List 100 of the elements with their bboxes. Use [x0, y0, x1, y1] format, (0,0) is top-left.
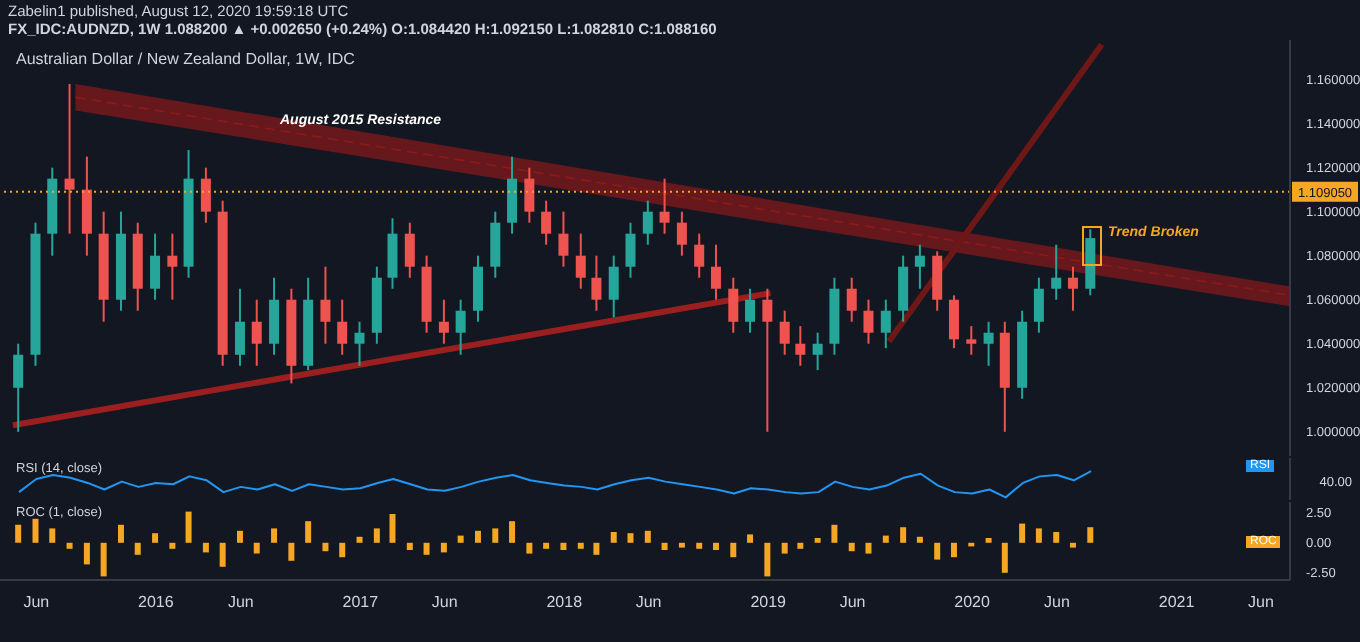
bar [271, 528, 278, 543]
x-tick-label: Jun [1248, 593, 1274, 612]
bar [747, 534, 754, 543]
bar [15, 524, 22, 543]
bar [253, 542, 260, 554]
bar [781, 542, 788, 554]
x-tick-label: Jun [227, 593, 254, 612]
bar [831, 524, 838, 543]
x-tick-label: 2019 [750, 593, 788, 612]
candlestick [13, 342, 24, 433]
candlestick [251, 298, 262, 367]
x-tick-label: 2017 [342, 593, 380, 612]
x-tick-label: Jun [839, 593, 866, 612]
candlestick [438, 298, 449, 345]
bar [373, 528, 380, 543]
candlestick [608, 254, 619, 319]
bar [696, 542, 703, 549]
candlestick [983, 320, 994, 367]
candlestick [863, 298, 874, 345]
bar [152, 533, 159, 543]
candlestick [200, 166, 211, 224]
candlestick [898, 254, 909, 323]
candlestick [490, 210, 501, 279]
bar [66, 542, 73, 549]
candlestick [1067, 265, 1078, 312]
candlestick [642, 199, 653, 246]
x-tick-label: 2016 [138, 593, 175, 612]
bar [339, 542, 346, 558]
candlestick [745, 287, 756, 334]
candlestick [575, 232, 586, 290]
bar [474, 530, 481, 543]
bar [100, 542, 107, 577]
bar [644, 530, 651, 543]
bar [356, 536, 363, 543]
bar [882, 535, 889, 543]
bar [610, 532, 617, 543]
bar [543, 542, 550, 549]
candlestick [812, 331, 823, 372]
bar [593, 542, 600, 555]
bar [322, 542, 329, 552]
bar [32, 518, 39, 543]
bar [440, 542, 447, 553]
bar [661, 542, 668, 550]
bar [202, 542, 209, 553]
bar [950, 542, 957, 558]
bar [49, 528, 56, 543]
text: Australian Dollar / New Zealand Dollar, 1W, IDC [16, 50, 355, 68]
bar [185, 511, 192, 543]
bar [526, 542, 533, 554]
bar [389, 514, 396, 543]
x-tick-label: 2018 [546, 593, 584, 612]
bar [1001, 542, 1008, 573]
candlestick [932, 250, 943, 312]
candlestick [337, 298, 348, 356]
bar [219, 542, 226, 567]
bar [1053, 532, 1060, 543]
candlestick [404, 221, 415, 279]
bar [900, 527, 907, 543]
candlestick [234, 287, 245, 367]
candlestick [779, 309, 790, 356]
bar [169, 542, 176, 549]
candlestick [966, 325, 977, 356]
bar [560, 542, 567, 550]
bar [457, 535, 464, 543]
bar [509, 521, 516, 543]
x-tick-label: Jun [1044, 593, 1070, 612]
x-tick-label: Jun [23, 593, 50, 612]
bar [1069, 542, 1076, 548]
bar [797, 542, 804, 549]
candlestick [387, 217, 398, 290]
candlestick [710, 243, 721, 301]
candlestick [558, 210, 569, 268]
candlestick [524, 166, 535, 224]
x-tick-label: Jun [431, 593, 458, 612]
bar [423, 542, 430, 555]
x-tick-label: 2021 [1158, 593, 1196, 612]
bar [492, 528, 499, 543]
candlestick [1033, 276, 1044, 334]
candlestick [591, 254, 602, 312]
bar [712, 542, 719, 550]
bar [1087, 527, 1094, 543]
bar [916, 536, 923, 543]
candlestick [507, 155, 518, 235]
bar [117, 524, 124, 543]
bar [288, 542, 295, 561]
candlestick [948, 294, 959, 350]
candlestick [81, 155, 92, 257]
bar [730, 542, 737, 558]
bar [678, 542, 685, 548]
bar [83, 542, 90, 565]
bar [1035, 528, 1042, 543]
x-tick-label: Jun [635, 593, 662, 612]
bar [406, 542, 413, 550]
bar [305, 521, 312, 543]
candlestick [846, 276, 857, 323]
candlestick [269, 276, 280, 356]
bar [934, 542, 941, 560]
x-tick-label: 2020 [954, 593, 992, 612]
candlestick [472, 254, 483, 323]
candlestick [1051, 243, 1062, 301]
